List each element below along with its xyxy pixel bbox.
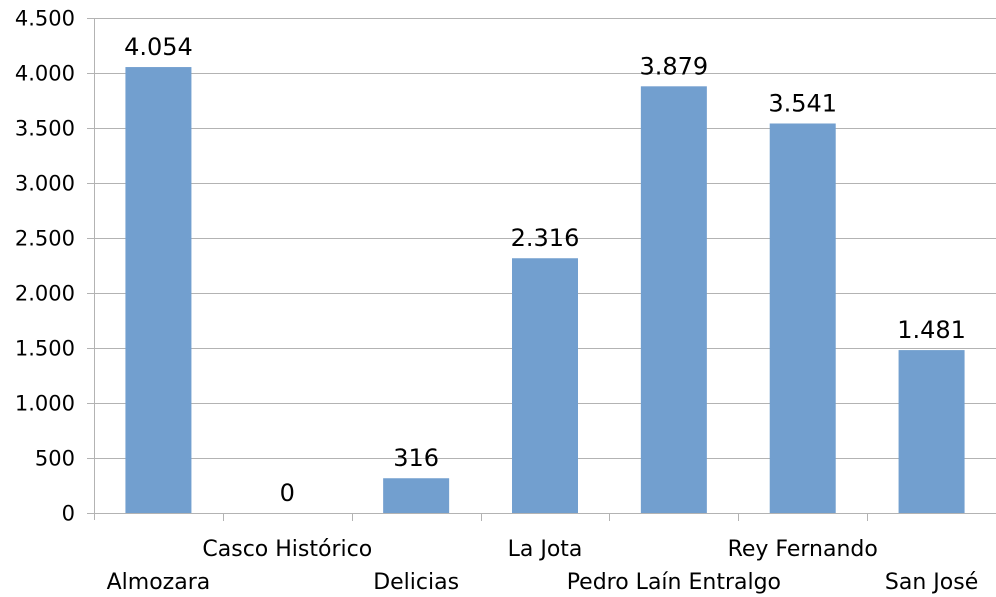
x-tick-label: Pedro Laín Entralgo — [567, 570, 781, 595]
y-tick-label: 3.500 — [15, 117, 75, 141]
y-tick-label: 1.500 — [15, 337, 75, 361]
bar — [125, 67, 192, 513]
data-label: 3.541 — [768, 89, 837, 117]
y-tick-label: 0 — [62, 502, 75, 526]
bar — [640, 86, 707, 513]
bar — [512, 258, 578, 513]
y-tick-label: 1.000 — [15, 392, 75, 416]
x-tick-label: Casco Histórico — [202, 537, 372, 562]
y-tick-label: 4.000 — [15, 62, 75, 86]
x-tick-label: La Jota — [508, 537, 583, 562]
x-tick-label: Delicias — [373, 570, 459, 595]
data-label: 0 — [280, 479, 295, 507]
bar — [769, 123, 836, 514]
x-tick-label: Rey Fernando — [728, 537, 878, 562]
bar — [383, 478, 450, 513]
y-tick-label: 2.500 — [15, 227, 75, 251]
y-tick-label: 4.500 — [15, 7, 75, 31]
data-label: 4.054 — [124, 33, 193, 61]
data-label: 1.481 — [897, 316, 966, 344]
data-label: 316 — [393, 444, 439, 472]
x-tick-label: San José — [885, 570, 978, 595]
bar — [898, 350, 965, 513]
y-tick-label: 500 — [35, 447, 75, 471]
y-axis-tick-labels: 0 500 1.000 1.500 2.000 2.500 3.000 3.500 4.000 4… — [15, 7, 75, 526]
data-label: 2.316 — [511, 224, 580, 252]
axes — [87, 18, 996, 521]
bars — [125, 67, 965, 514]
y-tick-label: 2.000 — [15, 282, 75, 306]
gridlines — [94, 18, 996, 459]
data-label: 3.879 — [639, 52, 708, 80]
y-tick-label: 3.000 — [15, 172, 75, 196]
x-tick-label: Almozara — [107, 570, 211, 595]
data-labels: 4.054 0 316 2.316 3.879 3.541 1.481 — [124, 33, 966, 507]
